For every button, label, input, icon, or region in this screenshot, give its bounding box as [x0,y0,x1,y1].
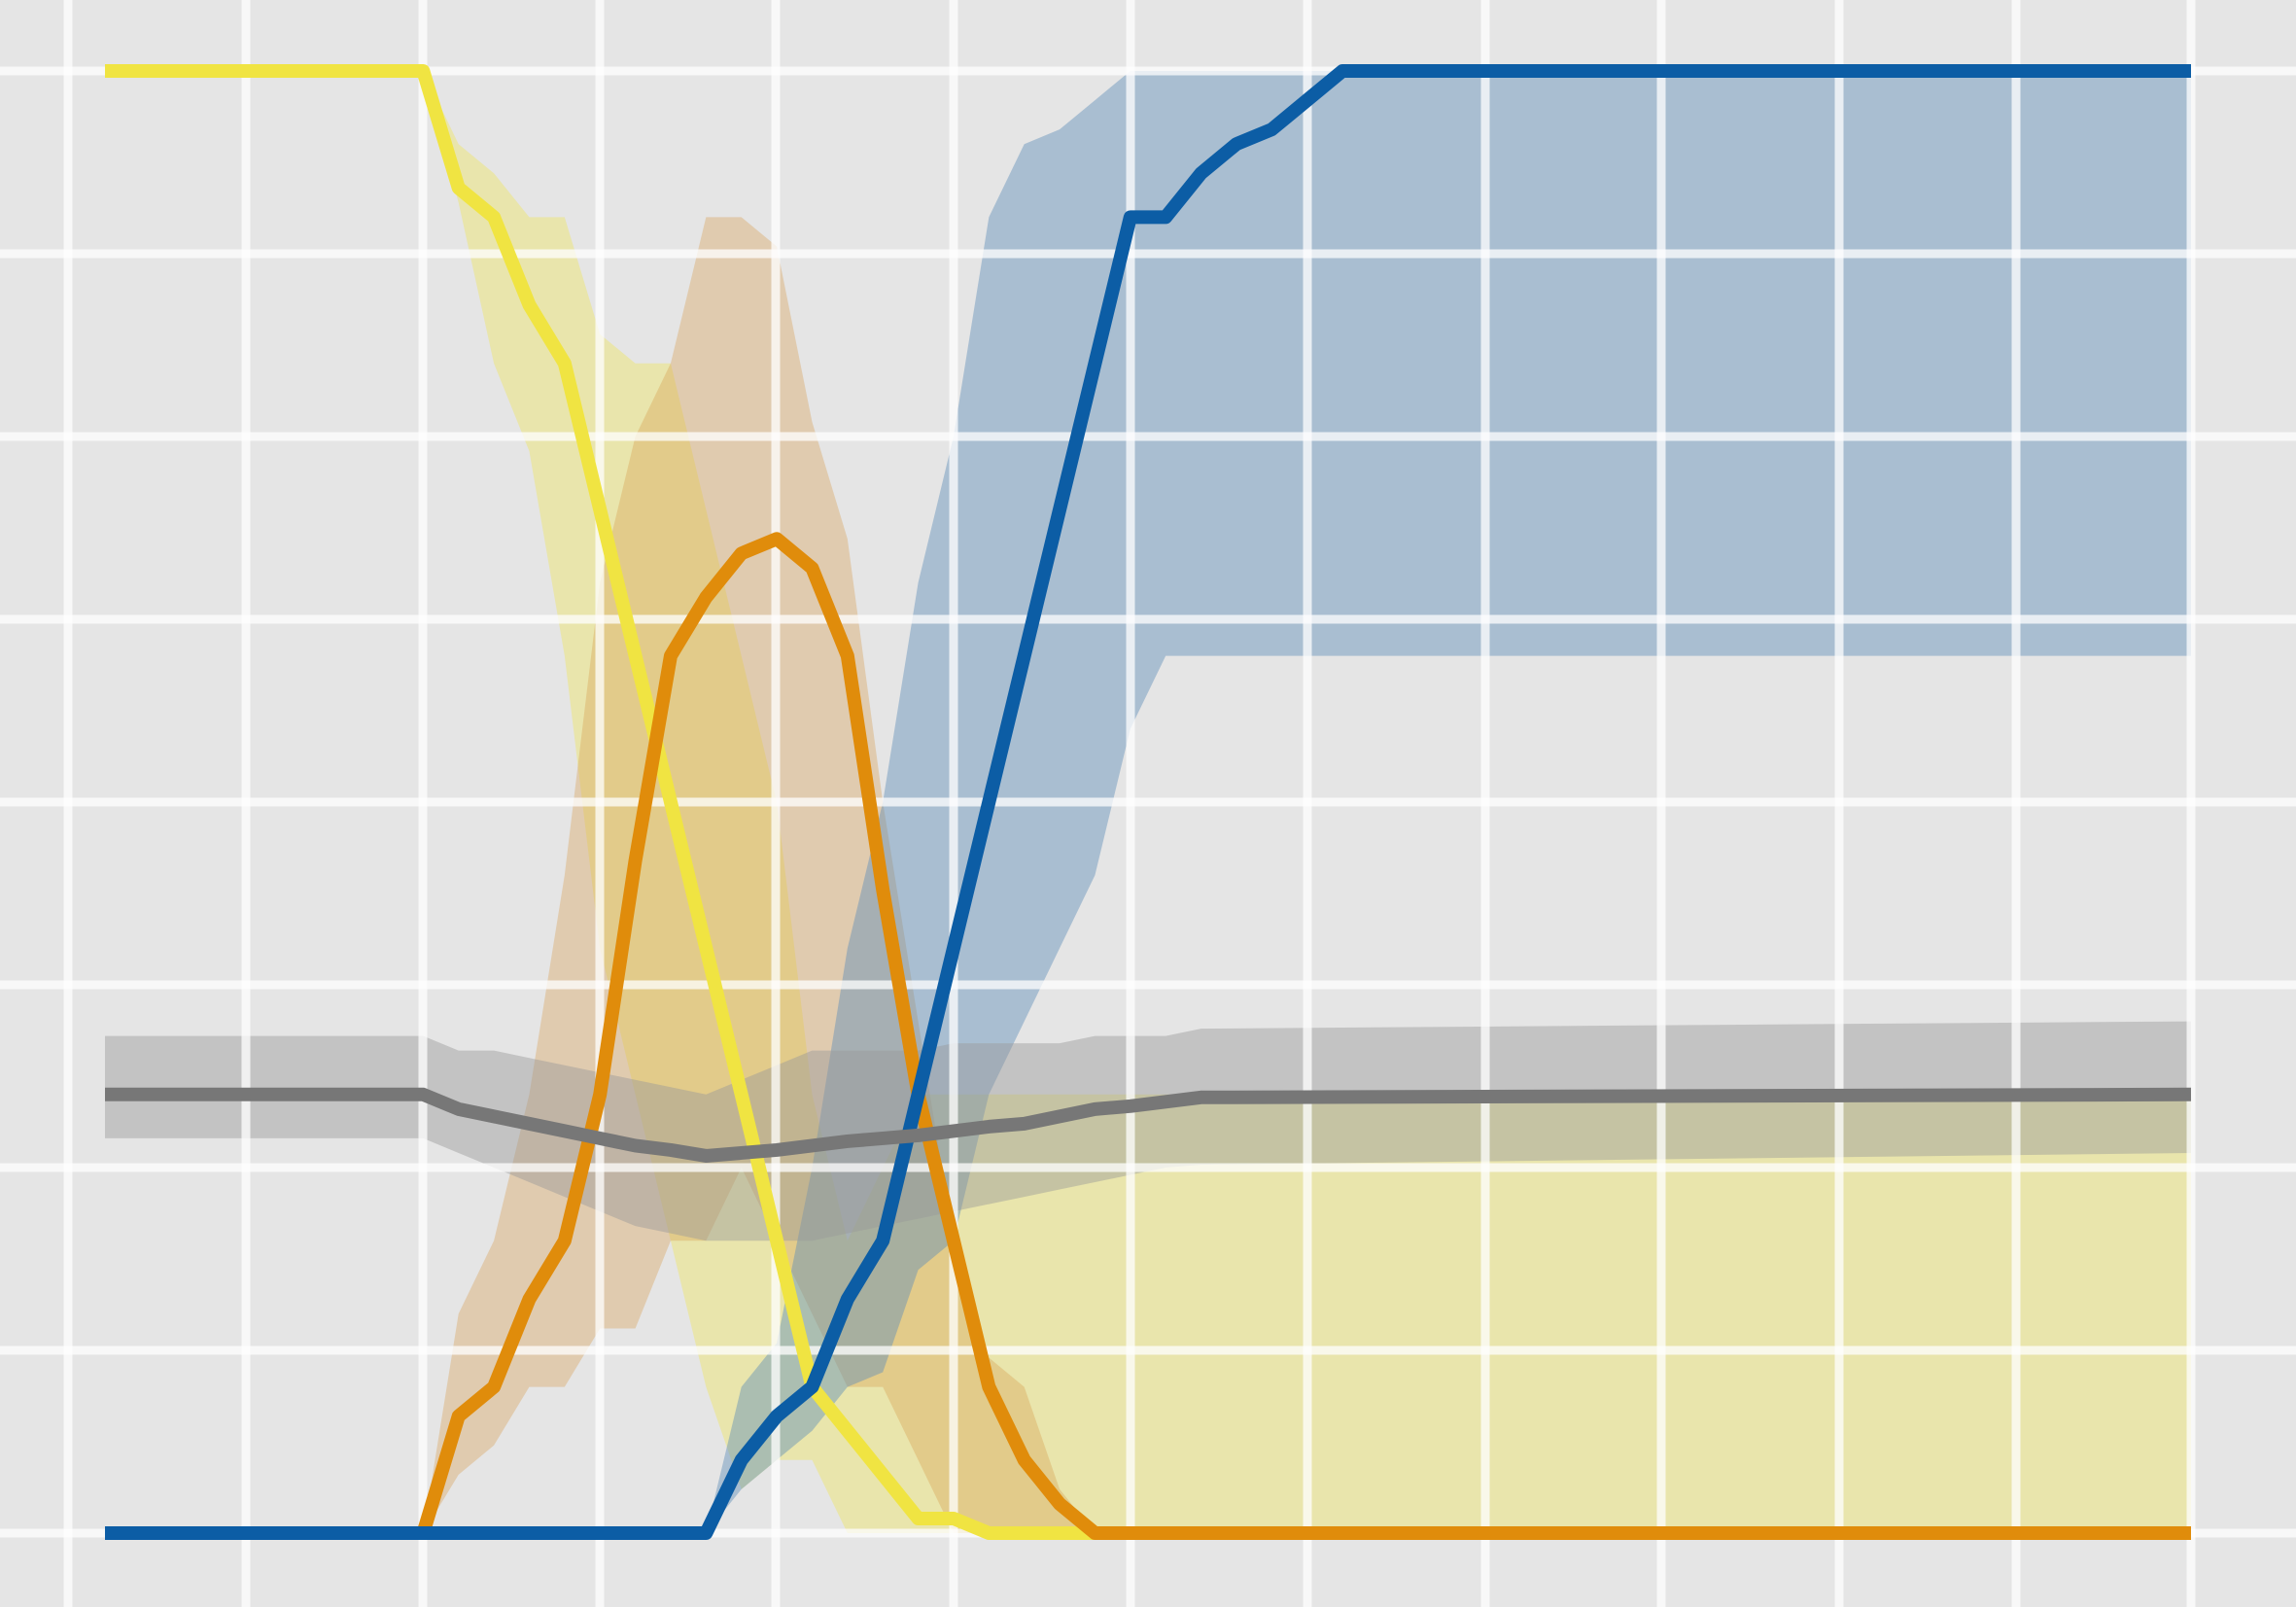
series-2-line [105,64,2191,1540]
series-3-line [105,1087,2192,1163]
series-1-band [105,217,2191,1533]
series-3-band [105,1021,2191,1241]
series-lines [105,64,2192,1540]
series-1-line [105,532,2191,1540]
